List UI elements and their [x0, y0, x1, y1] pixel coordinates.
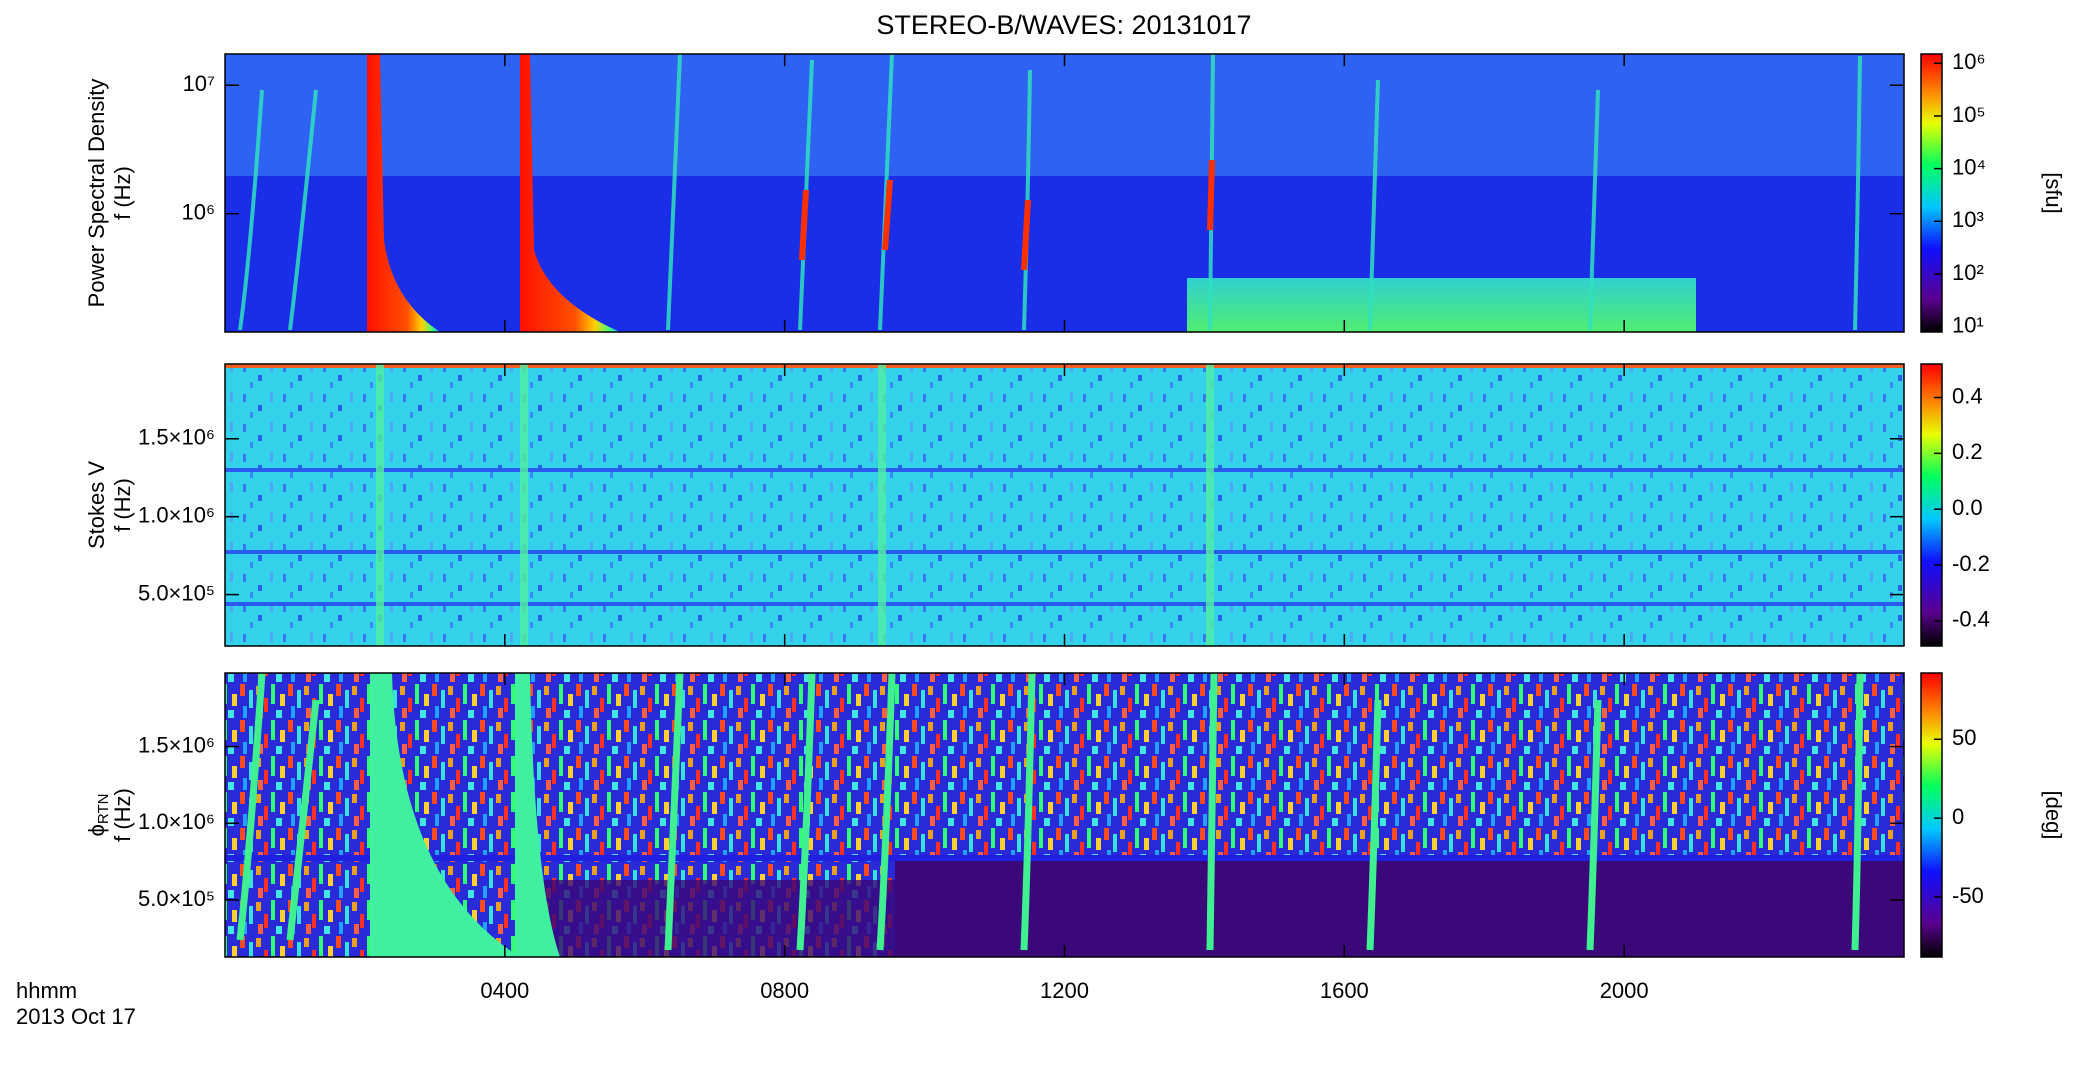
y-axis-label: f (Hz)	[110, 166, 135, 220]
colorbar-label: [sfu]	[2041, 172, 2066, 214]
colorbar-tick-label: -0.2	[1952, 551, 1990, 576]
y-tick-label: 10⁶	[181, 200, 215, 225]
colorbar-tick-label: 10⁵	[1952, 102, 1986, 127]
colorbar-tick-label: 0.0	[1952, 495, 1983, 520]
y-tick-label: 1.0×10⁶	[138, 809, 215, 834]
x-axis-label: hhmm	[16, 978, 77, 1003]
x-tick-label: 0800	[760, 978, 809, 1003]
colorbar-tick-label: 10²	[1952, 260, 1984, 285]
colorbar-tick-label: -0.4	[1952, 607, 1990, 632]
y-tick-label: 5.0×10⁵	[138, 886, 215, 911]
colorbar-tick-label: 10⁴	[1952, 154, 1986, 179]
colorbar-tick-label: 50	[1952, 725, 1976, 750]
spectrogram-image	[225, 53, 1904, 332]
x-tick-label: 1200	[1040, 978, 1089, 1003]
y-tick-label: 1.5×10⁶	[138, 425, 215, 450]
y-axis-label: Power Spectral Density	[84, 79, 109, 308]
spectrogram-image	[225, 364, 1904, 646]
colorbar	[1920, 672, 1943, 958]
x-tick-label: 1600	[1320, 978, 1369, 1003]
colorbar-label: [deg]	[2041, 791, 2066, 840]
colorbar-tick-label: 0.2	[1952, 439, 1983, 464]
colorbar-tick-label: 0	[1952, 804, 1964, 829]
colorbar	[1920, 363, 1943, 647]
y-axis-label: f (Hz)	[110, 478, 135, 532]
colorbar-tick-label: -50	[1952, 883, 1984, 908]
figure-title: STEREO-B/WAVES: 20131017	[876, 10, 1251, 40]
colorbar-tick-label: 0.4	[1952, 383, 1983, 408]
spectrogram-image	[225, 672, 1904, 957]
y-tick-label: 1.5×10⁶	[138, 732, 215, 757]
colorbar	[1920, 53, 1943, 333]
y-axis-label-subscript: RTN	[95, 794, 112, 825]
colorbar-tick-label: 10³	[1952, 207, 1984, 232]
y-tick-label: 1.0×10⁶	[138, 502, 215, 527]
x-tick-label: 2000	[1600, 978, 1649, 1003]
x-tick-label: 0400	[480, 978, 529, 1003]
y-axis-label: f (Hz)	[110, 788, 135, 842]
y-tick-label: 5.0×10⁵	[138, 580, 215, 605]
y-axis-label: ϕRTN	[84, 794, 112, 837]
y-axis-label: Stokes V	[84, 461, 109, 549]
colorbar-tick-label: 10⁶	[1952, 49, 1986, 74]
y-tick-label: 10⁷	[183, 71, 215, 96]
x-axis-date: 2013 Oct 17	[16, 1004, 136, 1029]
colorbar-tick-label: 10¹	[1952, 312, 1984, 337]
